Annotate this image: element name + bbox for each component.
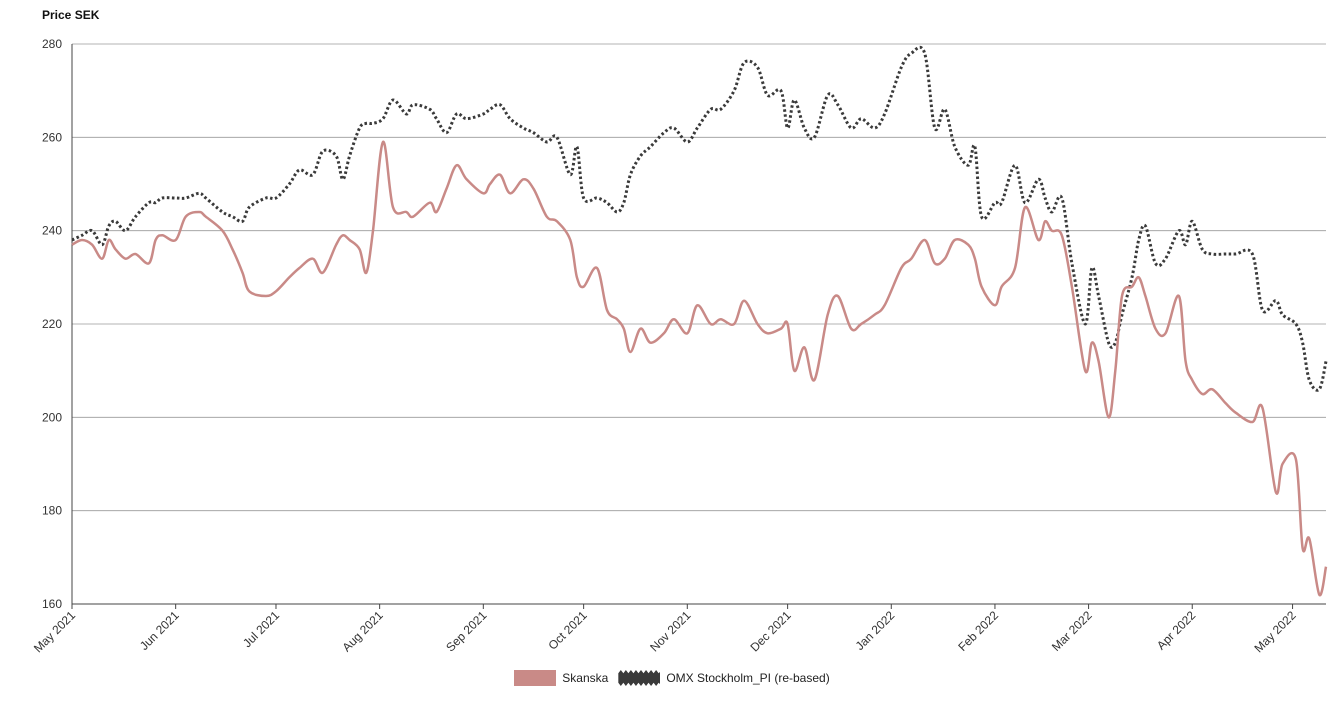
x-tick-label: May 2022 — [1252, 608, 1299, 655]
series-lines — [71, 45, 1328, 597]
x-tick-label: Jun 2021 — [137, 608, 182, 653]
x-tick-label: Apr 2022 — [1154, 608, 1199, 653]
x-tick-label: Sep 2021 — [443, 608, 489, 654]
y-axis-title: Price SEK — [42, 8, 100, 22]
x-tick-label: Nov 2021 — [647, 608, 693, 654]
legend-swatch-skanska — [514, 670, 557, 686]
x-tick-label: Jul 2021 — [240, 608, 282, 650]
x-tick-label: Mar 2022 — [1049, 608, 1095, 654]
legend-label-omx: OMX Stockholm_PI (re-based) — [666, 671, 830, 685]
y-tick-label: 160 — [42, 597, 62, 611]
legend-item-omx[interactable]: OMX Stockholm_PI (re-based) — [618, 670, 830, 686]
series-line-omx — [71, 45, 1328, 392]
x-tick-label: Oct 2021 — [545, 608, 590, 653]
y-tick-label: 180 — [42, 504, 62, 518]
x-tick-label: Dec 2021 — [748, 608, 794, 654]
y-tick-label: 240 — [42, 224, 62, 238]
legend: Skanska OMX Stockholm_PI (re-based) — [0, 670, 1344, 686]
series-line-skanska — [71, 140, 1328, 597]
legend-swatch-omx — [618, 670, 661, 686]
y-tick-label: 220 — [42, 317, 62, 331]
y-tick-label: 260 — [42, 130, 62, 144]
y-tick-label: 280 — [42, 37, 62, 51]
y-tick-label: 200 — [42, 410, 62, 424]
legend-item-skanska[interactable]: Skanska — [514, 670, 608, 686]
x-axis-ticks: May 2021 Jun 2021 Jul 2021 Aug 2021 Sep 2021… — [31, 604, 1299, 655]
legend-label-skanska: Skanska — [562, 671, 609, 685]
y-axis-ticks: 160 180 200 220 240 260 280 — [42, 37, 62, 611]
x-tick-label: May 2021 — [31, 608, 78, 655]
gridlines — [71, 43, 1326, 605]
x-tick-label: Feb 2022 — [955, 608, 1001, 654]
x-tick-label: Aug 2021 — [340, 608, 386, 654]
x-tick-label: Jan 2022 — [853, 608, 898, 653]
